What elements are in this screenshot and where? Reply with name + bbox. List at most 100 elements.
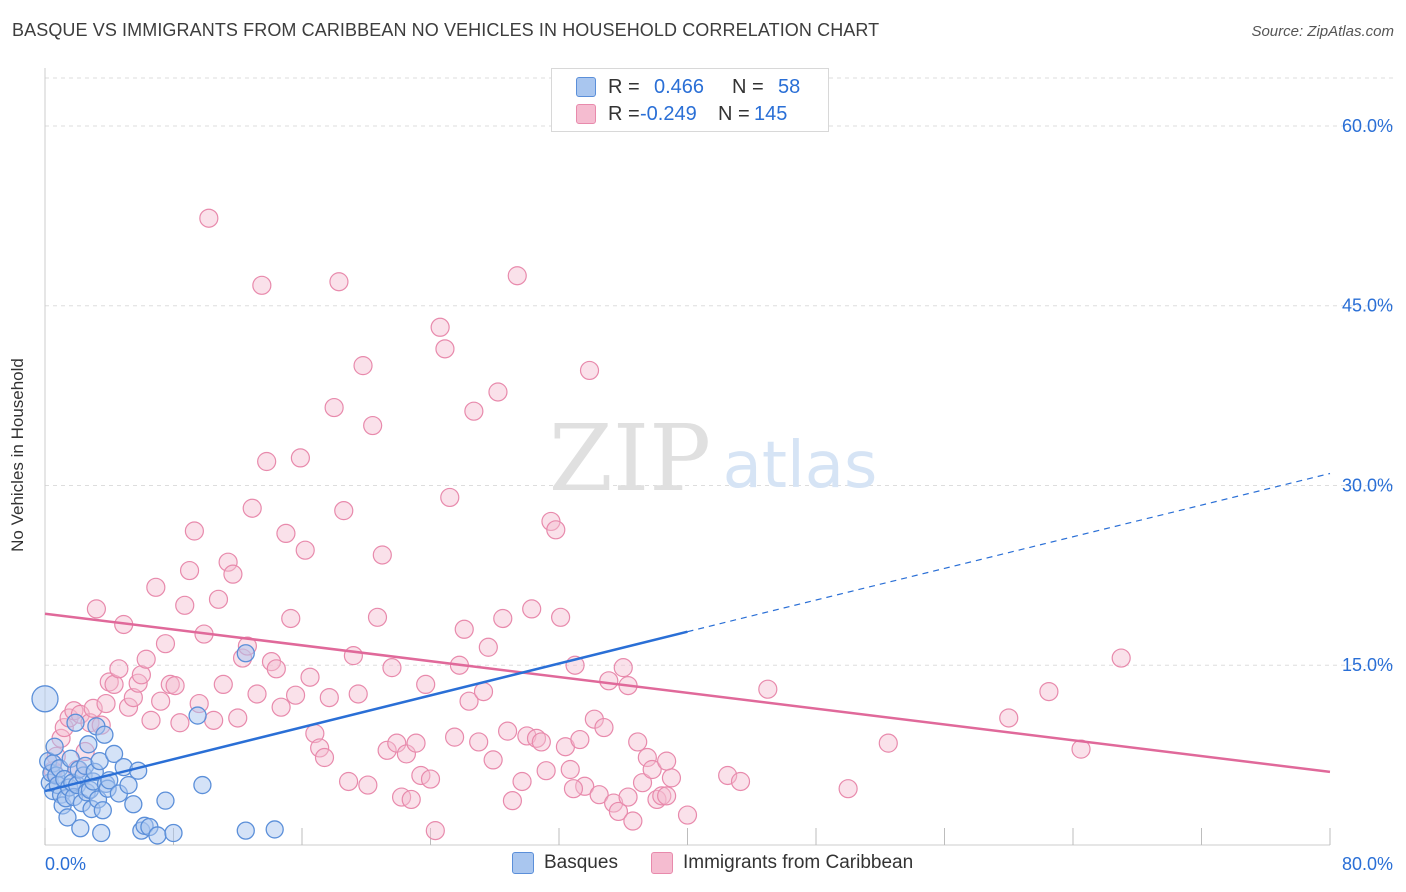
caribbean-point [104, 674, 124, 695]
basque-point [119, 775, 138, 795]
caribbean-point [175, 595, 195, 615]
basque-point [92, 823, 111, 843]
basque-point [104, 744, 124, 764]
caribbean-point [218, 552, 238, 572]
caribbean-point [637, 747, 657, 768]
caribbean-point [396, 744, 417, 764]
caribbean-point [594, 717, 614, 738]
caribbean-point [623, 811, 643, 831]
basque-point [90, 751, 109, 771]
caribbean-point [440, 487, 460, 508]
caribbean-point [290, 448, 310, 468]
caribbean-point [223, 564, 243, 584]
caribbean-point [531, 732, 551, 752]
caribbean-point [469, 732, 489, 752]
caribbean-point [430, 317, 450, 337]
legend-item-caribbean[interactable]: Immigrants from Caribbean [651, 852, 913, 874]
caribbean-point [310, 738, 330, 758]
x-tick-label: 80.0% [1342, 854, 1393, 874]
caribbean-point [652, 786, 672, 806]
caribbean-point [661, 768, 682, 788]
basque-point [58, 808, 77, 827]
caribbean-point [358, 775, 378, 795]
basque-point [148, 826, 167, 845]
caribbean-point [730, 771, 751, 792]
caribbean-point [155, 634, 176, 654]
caribbean-point [208, 589, 229, 609]
caribbean-trend-line [44, 612, 1331, 774]
series-basques-points [31, 644, 284, 845]
caribbean-point [575, 776, 595, 796]
legend-n-value: 58 [778, 75, 801, 98]
basque-point [31, 685, 59, 713]
caribbean-point [242, 498, 262, 518]
caribbean-point [281, 608, 301, 629]
x-tick-label: 0.0% [45, 854, 86, 874]
caribbean-point [334, 501, 354, 521]
y-axis-label: No Vehicles in Household [8, 358, 27, 552]
legend-row-basques: R = 0.466 N = 58 [576, 74, 800, 100]
caribbean-point [136, 649, 156, 669]
caribbean-point [266, 659, 286, 679]
caribbean-point [483, 750, 503, 770]
caribbean-point [109, 659, 129, 679]
caribbean-point [314, 747, 335, 768]
basque-point [164, 823, 183, 843]
caribbean-point [507, 266, 527, 286]
caribbean-point [642, 759, 662, 780]
legend-row-caribbean: R = -0.249 N = 145 [576, 101, 787, 127]
caribbean-point [435, 339, 455, 359]
caribbean-point [454, 619, 474, 639]
caribbean-point [498, 721, 518, 741]
caribbean-point [338, 771, 359, 792]
caribbean-point [1111, 648, 1131, 668]
source-label: Source: ZipAtlas.com [1251, 23, 1394, 40]
watermark-zip: ZIP [549, 405, 711, 512]
caribbean-point [363, 415, 383, 436]
basque-point [124, 795, 143, 814]
legend-label-caribbean: Immigrants from Caribbean [683, 852, 914, 873]
caribbean-point [551, 607, 571, 627]
legend-swatch-basques [512, 852, 534, 874]
caribbean-point [444, 727, 465, 747]
caribbean-point [999, 708, 1019, 728]
chart-title: BASQUE VS IMMIGRANTS FROM CARIBBEAN NO V… [12, 20, 880, 40]
caribbean-point [271, 697, 291, 717]
caribbean-point [118, 697, 139, 717]
caribbean-point [459, 691, 479, 711]
basque-point [93, 801, 112, 820]
axes [44, 68, 1331, 846]
caribbean-point [425, 821, 445, 841]
legend-swatch-caribbean [651, 852, 673, 874]
legend-r-label: R = [608, 75, 640, 98]
caribbean-point [96, 693, 116, 714]
caribbean-point [247, 684, 267, 704]
caribbean-point [276, 523, 296, 544]
caribbean-point [657, 786, 677, 806]
basque-point [188, 706, 207, 725]
y-tick-label: 45.0% [1342, 296, 1393, 316]
caribbean-point [560, 759, 580, 780]
caribbean-point [367, 607, 388, 627]
caribbean-point [579, 360, 600, 381]
series-legend: Basques Immigrants from Caribbean [0, 852, 1406, 878]
caribbean-point [618, 787, 638, 807]
caribbean-point [252, 275, 272, 295]
legend-swatch-basques [576, 77, 596, 97]
caribbean-point [546, 520, 566, 540]
caribbean-point [522, 599, 542, 619]
caribbean-point [377, 740, 397, 760]
caribbean-point [478, 637, 498, 657]
y-tick-label: 30.0% [1342, 475, 1393, 495]
legend-item-basques[interactable]: Basques [512, 852, 618, 874]
caribbean-point [131, 665, 151, 685]
correlation-legend: R = 0.466 N = 58 R = -0.249 N = 145 [551, 68, 829, 132]
caribbean-point [416, 674, 436, 695]
caribbean-point [570, 729, 590, 750]
y-tick-label: 60.0% [1342, 116, 1393, 136]
caribbean-point [319, 687, 339, 708]
caribbean-point [677, 805, 698, 825]
basque-point [193, 775, 212, 795]
basque-point [95, 725, 114, 744]
